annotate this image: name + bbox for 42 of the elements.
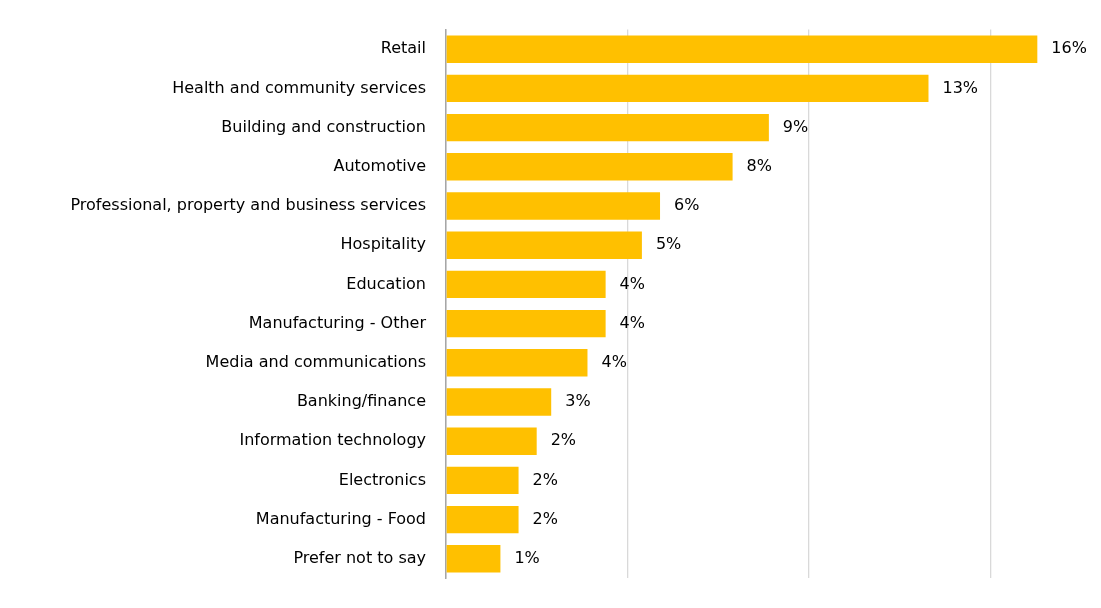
- y-tick-label: Professional, property and business services: [70, 195, 426, 215]
- y-tick-label: Manufacturing - Food: [255, 508, 426, 528]
- bar: [446, 349, 588, 377]
- bar: [446, 427, 537, 455]
- y-tick-label: Information technology: [239, 430, 426, 450]
- y-tick-label: Retail: [380, 38, 426, 58]
- bar: [446, 153, 733, 181]
- y-tick-label: Banking/finance: [296, 391, 426, 411]
- data-label: 4%: [619, 273, 646, 293]
- y-tick-label: Media and communications: [205, 351, 426, 371]
- data-label: 3%: [565, 391, 591, 411]
- bar: [446, 192, 661, 220]
- data-label: 2%: [550, 430, 577, 450]
- data-label: 4%: [619, 312, 646, 332]
- bar: [446, 74, 929, 103]
- y-tick-label: Automotive: [333, 155, 426, 175]
- bar: [446, 505, 519, 534]
- bar: [446, 270, 606, 299]
- bar: [446, 466, 519, 495]
- y-tick-label: Health and community services: [172, 77, 426, 97]
- data-label: 2%: [532, 469, 558, 489]
- data-label: 8%: [746, 155, 772, 175]
- bar: [446, 309, 606, 338]
- data-label: 5%: [655, 234, 682, 254]
- y-tick-label: Manufacturing - Other: [248, 312, 427, 332]
- bar: [446, 113, 769, 142]
- y-tick-label: Prefer not to say: [293, 547, 426, 567]
- data-label: 4%: [601, 351, 627, 371]
- bar: [446, 545, 501, 573]
- y-tick-label: Education: [346, 273, 426, 293]
- data-label: 2%: [532, 508, 558, 528]
- y-tick-label: Building and construction: [221, 116, 426, 136]
- data-label: 1%: [514, 547, 540, 567]
- data-label: 13%: [942, 77, 979, 97]
- data-label: 9%: [782, 116, 809, 136]
- bar: [446, 388, 552, 416]
- y-tick-label: Electronics: [338, 469, 426, 489]
- bar: [446, 231, 642, 259]
- bar: [446, 35, 1038, 63]
- y-tick-label: Hospitality: [340, 234, 426, 254]
- data-label: 6%: [674, 195, 700, 215]
- data-label: 16%: [1051, 38, 1087, 58]
